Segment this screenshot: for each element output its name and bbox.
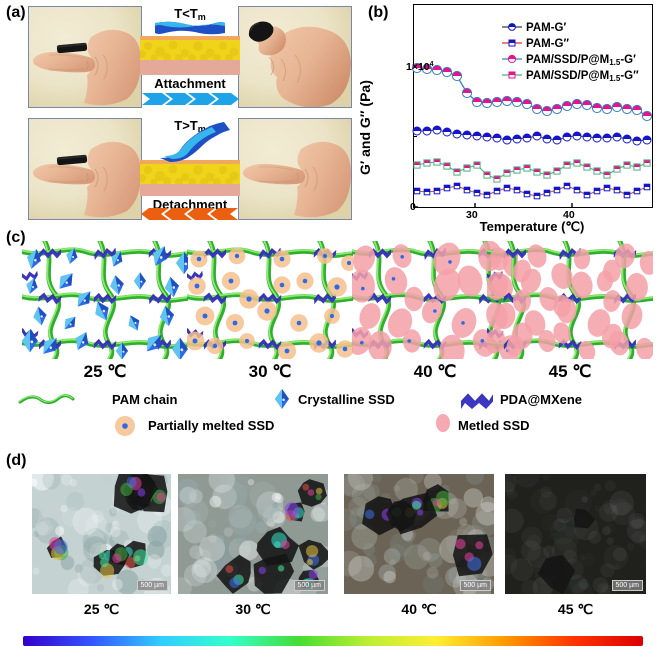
svg-text:Attachment: Attachment bbox=[154, 76, 226, 91]
svg-text:T<Tm: T<Tm bbox=[174, 6, 206, 22]
svg-text:PAM/SSD/P@M1.5-G′′: PAM/SSD/P@M1.5-G′′ bbox=[526, 70, 639, 83]
svg-text:PAM/SSD/P@M1.5-G′: PAM/SSD/P@M1.5-G′ bbox=[526, 54, 636, 67]
svg-text:PAM-G′′: PAM-G′′ bbox=[526, 38, 569, 50]
svg-text:PAM-G′: PAM-G′ bbox=[526, 22, 566, 34]
